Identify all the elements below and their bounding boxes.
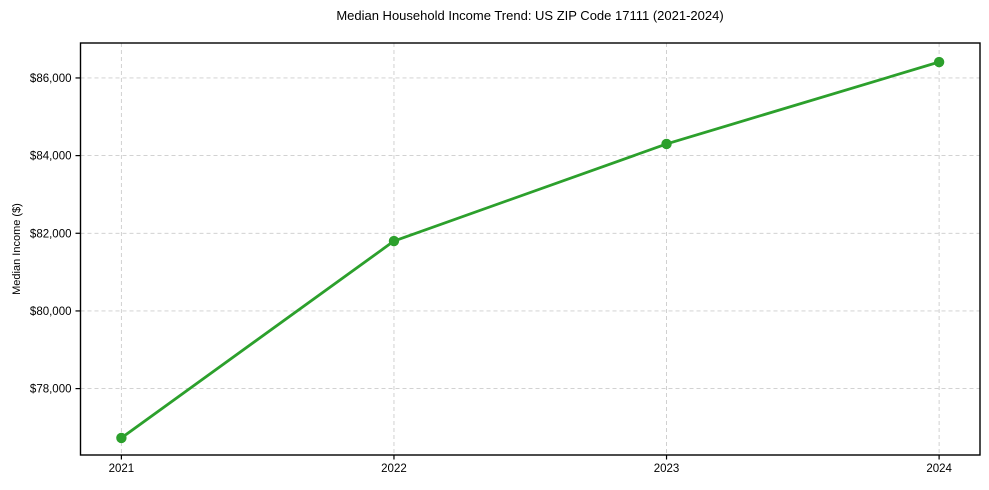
x-tick-label: 2024 <box>926 463 952 475</box>
data-point <box>661 138 672 150</box>
data-point <box>388 235 400 247</box>
y-tick-label: $78,000 <box>30 384 72 396</box>
x-tick-label: 2023 <box>654 463 680 475</box>
y-tick-label: $80,000 <box>30 306 72 318</box>
y-tick-label: $82,000 <box>30 228 72 240</box>
x-tick-label: 2022 <box>381 463 407 475</box>
trend-line <box>119 60 941 440</box>
chart-title: Median Household Income Trend: US ZIP Co… <box>336 8 724 23</box>
y-tick-label: $86,000 <box>30 73 72 85</box>
plot-border <box>79 42 981 456</box>
data-point <box>116 432 127 444</box>
data-point <box>933 56 945 68</box>
y-tick-label: $84,000 <box>30 151 72 163</box>
x-tick-label: 2021 <box>109 463 135 475</box>
